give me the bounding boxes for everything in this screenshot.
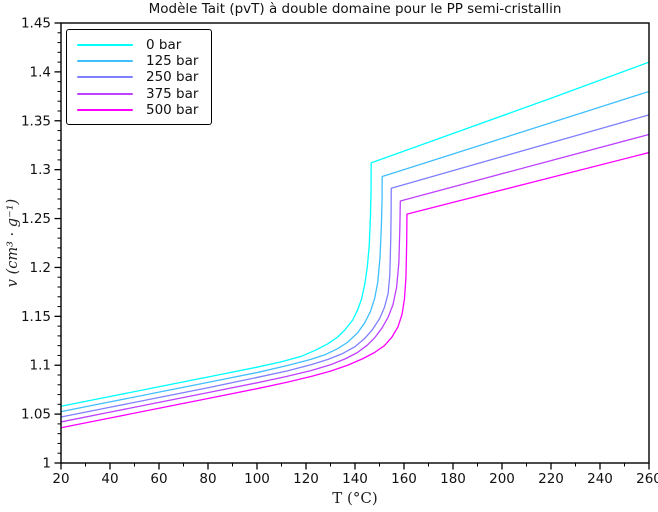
legend-label-250bar: 250 bar xyxy=(146,69,199,86)
series-line-0-bar xyxy=(60,61,650,407)
y-tick-label: 1 xyxy=(42,456,51,472)
legend-label-500bar: 500 bar xyxy=(146,101,199,118)
y-axis-label: v (cm³ · g⁻¹) xyxy=(5,198,21,288)
y-tick-label: 1.4 xyxy=(30,64,51,80)
x-axis-label: T (°C) xyxy=(332,489,378,507)
series-line-375-bar xyxy=(60,133,650,423)
legend-label-125bar: 125 bar xyxy=(146,53,199,70)
legend-label-375bar: 375 bar xyxy=(146,85,199,102)
legend: 0 bar 125 bar 250 bar 375 bar 500 bar xyxy=(66,29,212,125)
legend-line-sample-500bar xyxy=(77,108,133,111)
series-line-250-bar xyxy=(60,114,650,418)
x-tick-label: 200 xyxy=(489,471,515,487)
x-tick-label: 160 xyxy=(391,471,417,487)
legend-line-sample-125bar xyxy=(77,60,133,63)
x-tick-label: 60 xyxy=(150,471,167,487)
x-tick-label: 260 xyxy=(636,471,658,487)
y-tick-label: 1.45 xyxy=(21,16,51,32)
x-tick-label: 120 xyxy=(293,471,319,487)
y-tick-label: 1.1 xyxy=(30,358,51,374)
legend-entry-500bar: 500 bar xyxy=(77,102,201,118)
y-tick-label: 1.2 xyxy=(30,260,51,276)
series-line-125-bar xyxy=(60,90,650,413)
x-tick-label: 40 xyxy=(101,471,118,487)
x-tick-label: 220 xyxy=(538,471,564,487)
y-tick-label: 1.15 xyxy=(21,309,51,325)
legend-entry-0bar: 0 bar xyxy=(77,37,201,53)
legend-line-sample-0bar xyxy=(77,44,133,47)
x-tick-label: 100 xyxy=(244,471,270,487)
series-line-500-bar xyxy=(60,151,650,429)
x-tick-label: 140 xyxy=(342,471,368,487)
x-tick-label: 80 xyxy=(199,471,216,487)
legend-line-sample-375bar xyxy=(77,92,133,95)
y-tick-label: 1.3 xyxy=(30,162,51,178)
y-tick-label: 1.05 xyxy=(21,407,51,423)
legend-label-0bar: 0 bar xyxy=(146,37,182,54)
x-tick-label: 20 xyxy=(52,471,69,487)
chart-title: Modèle Tait (pvT) à double domaine pour … xyxy=(148,1,562,17)
legend-line-sample-250bar xyxy=(77,76,133,79)
y-tick-label: 1.35 xyxy=(21,113,51,129)
x-tick-label: 180 xyxy=(440,471,466,487)
legend-entry-375bar: 375 bar xyxy=(77,86,201,102)
legend-entry-250bar: 250 bar xyxy=(77,69,201,85)
x-tick-label: 240 xyxy=(587,471,613,487)
legend-entry-125bar: 125 bar xyxy=(77,53,201,69)
y-tick-label: 1.25 xyxy=(21,211,51,227)
